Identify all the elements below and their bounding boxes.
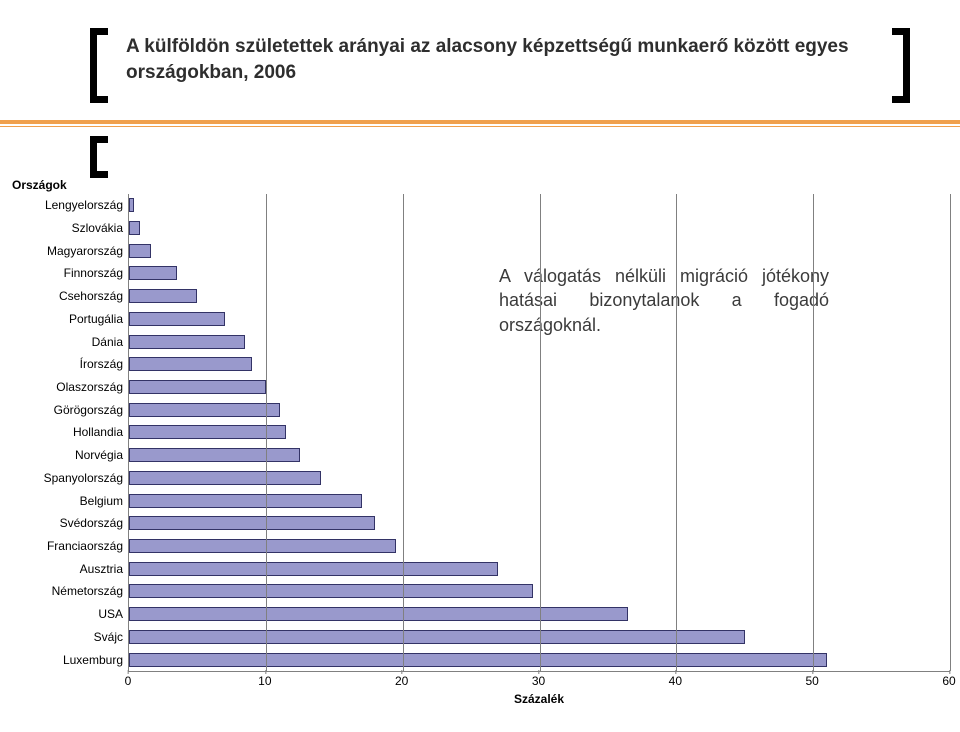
divider-rule [0,120,960,127]
x-tick-label: 40 [669,674,682,688]
gridline [403,194,404,671]
bar [129,357,252,371]
sub-bracket-icon [90,136,108,178]
y-tick-label: Csehország [15,289,129,303]
y-tick-label: Írország [15,357,129,371]
y-tick-label: Németország [15,584,129,598]
plot-area: A válogatás nélküli migráció jótékony ha… [128,194,950,672]
y-tick-label: USA [15,607,129,621]
bar-row: Írország [129,353,252,376]
bracket-right-icon [892,28,910,103]
bar-row: Spanyolország [129,467,321,490]
bar [129,335,245,349]
gridline [540,194,541,671]
y-tick-label: Svájc [15,630,129,644]
x-axis-title: Százalék [128,692,950,706]
bar-row: Szlovákia [129,217,140,240]
x-tick-label: 0 [125,674,132,688]
bar [129,471,321,485]
page-title: A külföldön születettek arányai az alacs… [108,28,892,103]
bar-row: Lengyelország [129,194,134,217]
bar [129,630,745,644]
y-tick-label: Portugália [15,312,129,326]
bar-row: Hollandia [129,421,286,444]
bar-row: Ausztria [129,557,498,580]
bar [129,539,396,553]
x-tick-label: 10 [258,674,271,688]
bar-row: Görögország [129,398,280,421]
bar-row: Belgium [129,489,362,512]
title-bracket-frame: A külföldön születettek arányai az alacs… [90,28,910,103]
bar [129,516,375,530]
bar [129,494,362,508]
bracket-left-icon [90,28,108,103]
y-tick-label: Belgium [15,494,129,508]
y-tick-label: Norvégia [15,448,129,462]
y-tick-label: Franciaország [15,539,129,553]
x-tick-label: 30 [532,674,545,688]
bar-row: Svájc [129,626,745,649]
bar [129,448,300,462]
bar [129,425,286,439]
bar [129,403,280,417]
y-tick-label: Görögország [15,403,129,417]
gridline [950,194,951,671]
bar-row: Svédország [129,512,375,535]
bar [129,584,533,598]
gridline [266,194,267,671]
y-tick-label: Ausztria [15,562,129,576]
bar-row: Norvégia [129,444,300,467]
y-tick-label: Finnország [15,266,129,280]
bar [129,653,827,667]
bar [129,562,498,576]
bar-row: Csehország [129,285,197,308]
y-tick-label: Lengyelország [15,198,129,212]
bar-row: Olaszország [129,376,266,399]
y-tick-label: Szlovákia [15,221,129,235]
gridline [813,194,814,671]
chart-container: Országok A válogatás nélküli migráció jó… [8,178,950,722]
x-axis-ticks: 0102030405060 [128,672,950,690]
x-tick-label: 20 [395,674,408,688]
y-tick-label: Olaszország [15,380,129,394]
bar [129,221,140,235]
bar-row: Luxemburg [129,648,827,671]
bar [129,380,266,394]
y-tick-label: Luxemburg [15,653,129,667]
bar-row: USA [129,603,628,626]
bar-row: Franciaország [129,535,396,558]
gridline [676,194,677,671]
bar [129,244,151,258]
bar [129,198,134,212]
bar [129,289,197,303]
y-tick-label: Dánia [15,335,129,349]
bar-row: Dánia [129,330,245,353]
bar [129,266,177,280]
x-tick-label: 50 [805,674,818,688]
bar-row: Magyarország [129,239,151,262]
y-tick-label: Svédország [15,516,129,530]
bar-row: Németország [129,580,533,603]
y-axis-title: Országok [12,178,950,192]
x-tick-label: 60 [942,674,955,688]
bar [129,607,628,621]
y-tick-label: Magyarország [15,244,129,258]
y-tick-label: Spanyolország [15,471,129,485]
y-tick-label: Hollandia [15,425,129,439]
bar-row: Portugália [129,308,225,331]
bar-row: Finnország [129,262,177,285]
bar [129,312,225,326]
